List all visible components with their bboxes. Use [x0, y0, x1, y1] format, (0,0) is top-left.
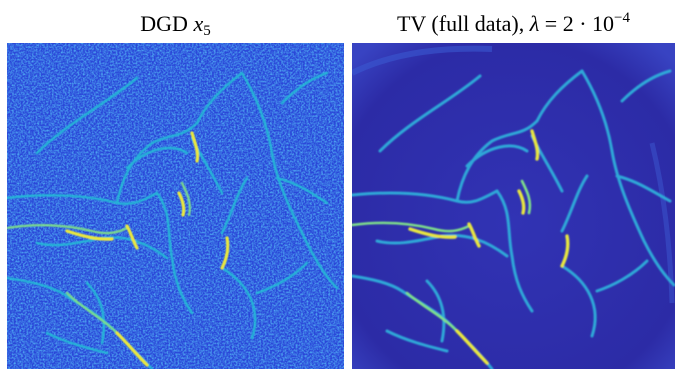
caption-tv-sup: −4: [614, 10, 630, 26]
caption-tv-eq: = 2 · 10: [544, 11, 615, 36]
dgd-vessels: [7, 71, 339, 369]
tv-reconstruction-image: [352, 43, 675, 369]
caption-dgd-prefix: DGD: [140, 11, 188, 36]
panel-tv-caption: TV (full data), λ = 2 · 10−4: [352, 11, 675, 37]
dgd-vessel-map: [7, 43, 344, 369]
caption-tv-prefix: TV (full data),: [396, 11, 525, 36]
caption-tv-var: λ: [529, 11, 540, 36]
tv-vessels: [352, 69, 675, 369]
tv-vessel-map: [352, 43, 675, 369]
panel-dgd-caption: DGD x5: [7, 11, 344, 39]
dgd-reconstruction-image: [7, 43, 344, 369]
caption-dgd-sub: 5: [203, 23, 211, 39]
clean-background: [352, 43, 675, 369]
caption-dgd-var: x: [193, 11, 204, 36]
